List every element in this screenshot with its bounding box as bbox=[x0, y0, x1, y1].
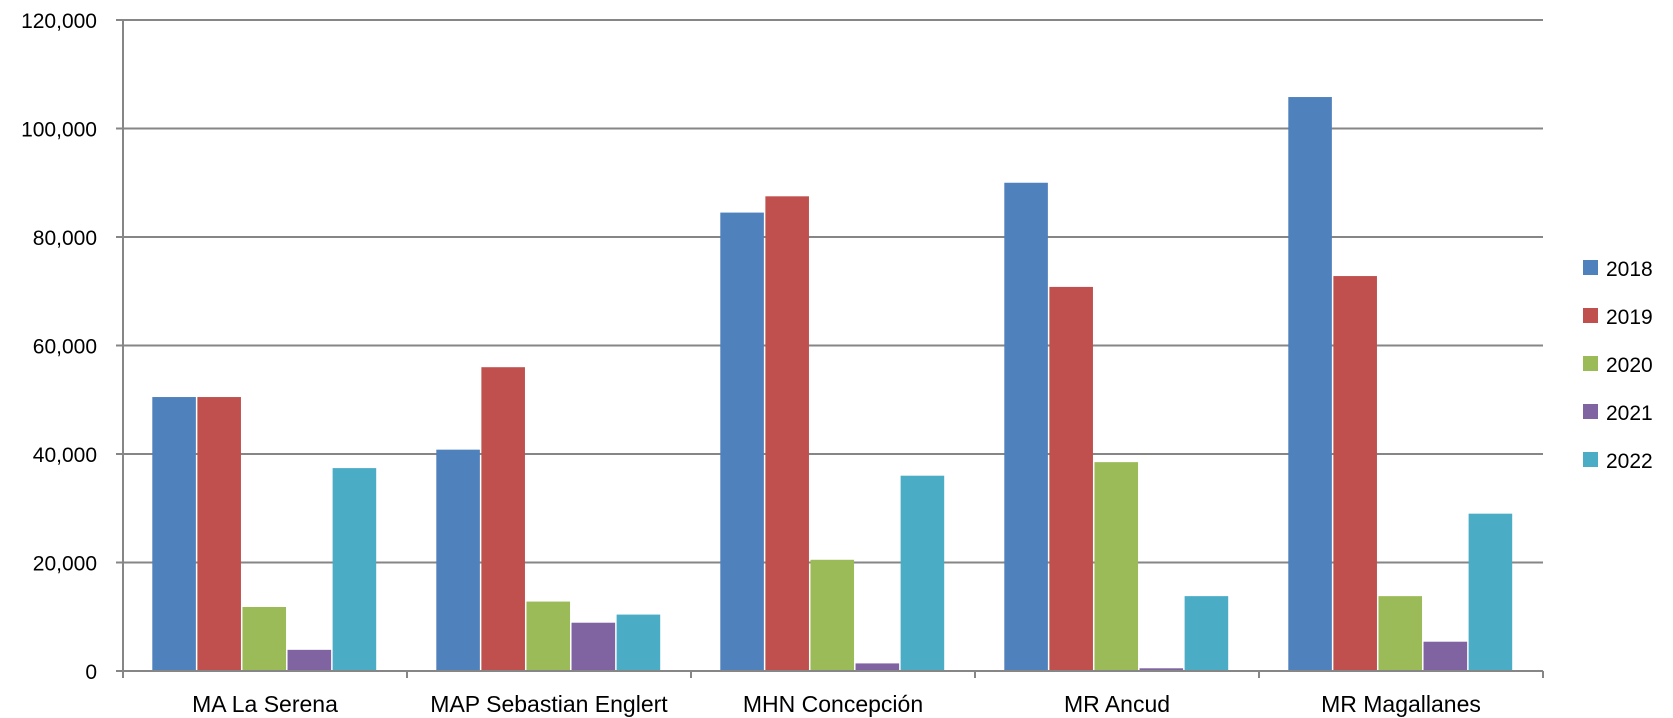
bar-2022-3 bbox=[1184, 596, 1229, 671]
bar-2020-4 bbox=[1378, 596, 1423, 671]
bar-2019-1 bbox=[481, 367, 525, 671]
bar-2018-3 bbox=[1004, 182, 1048, 671]
legend-label: 2018 bbox=[1606, 258, 1653, 281]
bar-2019-4 bbox=[1333, 276, 1377, 671]
bar-2018-0 bbox=[152, 397, 196, 671]
legend: 2018 2019 2020 2021 2022 bbox=[1583, 258, 1653, 473]
bar-2020-2 bbox=[810, 559, 855, 671]
bar-2022-1 bbox=[616, 614, 661, 671]
x-category-label: MHN Concepción bbox=[743, 691, 923, 717]
y-tick-label: 80,000 bbox=[33, 227, 97, 250]
bar-2018-1 bbox=[436, 449, 480, 671]
legend-label: 2022 bbox=[1606, 450, 1653, 473]
bar-2021-0 bbox=[287, 649, 332, 671]
legend-swatch bbox=[1583, 404, 1598, 419]
axes bbox=[116, 19, 1544, 678]
y-tick-label: 0 bbox=[85, 661, 97, 684]
bar-2021-3 bbox=[1139, 668, 1184, 671]
bar-2022-0 bbox=[332, 468, 377, 671]
legend-label: 2019 bbox=[1606, 306, 1653, 329]
bar-2019-3 bbox=[1049, 286, 1093, 671]
bar-2022-2 bbox=[900, 475, 945, 671]
bar-2019-0 bbox=[197, 397, 241, 671]
legend-swatch bbox=[1583, 308, 1598, 323]
legend-label: 2020 bbox=[1606, 354, 1653, 377]
x-axis-category-labels: MA La Serena MAP Sebastian Englert MHN Con… bbox=[192, 691, 1481, 717]
legend-swatch bbox=[1583, 260, 1598, 275]
bar-2020-1 bbox=[526, 601, 571, 671]
bar-2019-2 bbox=[765, 196, 809, 671]
y-tick-label: 100,000 bbox=[21, 119, 97, 142]
bar-2021-1 bbox=[571, 622, 616, 671]
bar-2022-4 bbox=[1468, 513, 1513, 671]
bar-2018-2 bbox=[720, 212, 764, 671]
x-category-label: MA La Serena bbox=[192, 691, 338, 717]
y-tick-label: 40,000 bbox=[33, 444, 97, 467]
y-axis-tick-labels: 0 20,000 40,000 60,000 80,000 100,000 120,000 bbox=[21, 10, 97, 684]
x-category-label: MR Magallanes bbox=[1321, 691, 1481, 717]
y-tick-label: 20,000 bbox=[33, 553, 97, 576]
bar-2018-4 bbox=[1288, 97, 1332, 671]
y-tick-label: 60,000 bbox=[33, 336, 97, 359]
legend-swatch bbox=[1583, 452, 1598, 467]
legend-swatch bbox=[1583, 356, 1598, 371]
bar-2020-3 bbox=[1094, 462, 1139, 671]
bars bbox=[152, 97, 1513, 671]
x-category-label: MR Ancud bbox=[1064, 691, 1170, 717]
legend-label: 2021 bbox=[1606, 402, 1653, 425]
bar-2021-2 bbox=[855, 663, 900, 671]
bar-2020-0 bbox=[242, 606, 287, 671]
bar-2021-4 bbox=[1423, 641, 1468, 671]
y-tick-label: 120,000 bbox=[21, 10, 97, 33]
x-category-label: MAP Sebastian Englert bbox=[430, 691, 668, 717]
